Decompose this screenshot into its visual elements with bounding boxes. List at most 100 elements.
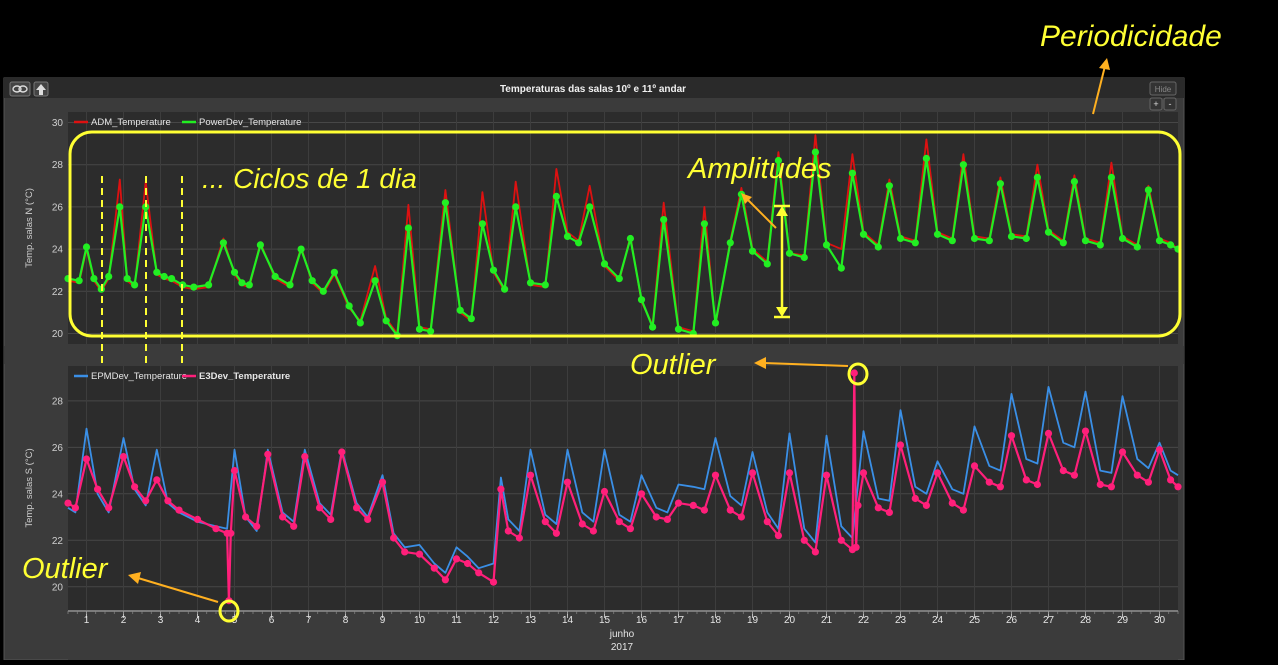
x-tick-label: 21	[821, 615, 833, 626]
top-legend-label-0: ADM_Temperature	[91, 117, 171, 128]
bottom-series-point-1	[674, 499, 683, 507]
x-tick-label: 22	[858, 615, 870, 626]
top-series-point-1	[123, 275, 131, 283]
x-tick-label: 14	[562, 615, 574, 626]
bottom-series-point-1	[119, 453, 128, 461]
bottom-series-point-1	[933, 469, 942, 477]
bottom-series-point-1	[1144, 478, 1152, 486]
top-series-point-1	[371, 277, 379, 285]
top-y-tick-label: 20	[52, 329, 64, 340]
bottom-series-point-1	[885, 508, 894, 516]
link-icon[interactable]	[9, 81, 31, 97]
annotation-periodicidade: Periodicidade	[1040, 20, 1222, 53]
top-series-point-1	[552, 192, 561, 200]
bottom-series-point-1	[153, 476, 161, 484]
bottom-series-point-1	[390, 534, 398, 542]
bottom-series-point-1	[652, 513, 660, 521]
periodicity-box	[68, 130, 1182, 338]
top-y-tick-label: 30	[52, 118, 64, 129]
bottom-series-point-1	[327, 515, 335, 524]
bottom-series-point-1	[193, 515, 202, 524]
bottom-series-point-1	[774, 532, 783, 540]
bottom-series-point-1	[1096, 480, 1104, 489]
bottom-series-point-1	[290, 522, 298, 530]
bottom-series-point-1	[1174, 483, 1182, 491]
bottom-series-point-1	[896, 441, 905, 449]
top-series-point-1	[1059, 239, 1067, 247]
bottom-series-point-1	[301, 453, 309, 461]
top-series-point-1	[1081, 237, 1090, 245]
bottom-series-point-1	[1081, 427, 1090, 435]
zoom-out-button[interactable]: -	[1163, 97, 1177, 111]
top-series-point-1	[1007, 232, 1016, 240]
x-tick-label: 15	[599, 615, 611, 626]
x-tick-label: 10	[414, 615, 426, 626]
bottom-series-point-1	[1107, 483, 1115, 491]
top-series-point-1	[837, 264, 845, 272]
top-series-point-1	[526, 279, 535, 287]
x-axis-band	[68, 610, 1178, 660]
arrow-up-icon[interactable]	[33, 81, 49, 97]
bottom-series-point-1	[541, 518, 549, 526]
bottom-series-point-1	[212, 525, 220, 533]
top-series-point-1	[848, 169, 857, 177]
x-tick-label: 17	[673, 615, 685, 626]
bottom-series-point-1	[1007, 432, 1016, 440]
annotation-ciclos: ... Ciclos de 1 dia	[202, 163, 417, 194]
top-series-point-1	[600, 260, 609, 268]
x-axis: 1 2 3 4 5 6 7 8 9 10 11 12 13 14 15 16 17 18 19 20 21 22 23 24 2…	[67, 610, 1179, 660]
top-series-point-1	[959, 161, 968, 169]
x-tick-label: 18	[710, 615, 722, 626]
bottom-y-tick-label: 20	[52, 582, 64, 593]
top-series-point-1	[1144, 186, 1152, 194]
top-series-point-1	[1155, 237, 1164, 245]
bottom-series-point-1	[430, 564, 438, 572]
bottom-plot-background	[68, 366, 1178, 610]
top-series-point-1	[711, 319, 720, 327]
top-series-point-1	[922, 154, 931, 162]
top-y-tick-label: 26	[52, 202, 64, 213]
top-series-point-1	[467, 315, 475, 323]
top-series-point-1	[563, 232, 572, 240]
bottom-y-axis: 20 22 24 26 28 Temp. salas S (°C)	[24, 396, 63, 593]
top-series-point-1	[774, 156, 783, 165]
top-series-point-1	[382, 317, 390, 325]
bottom-series-point-1	[1059, 467, 1067, 475]
bottom-series-point-1	[811, 548, 820, 556]
bottom-series-point-1	[441, 576, 449, 584]
top-y-axis: 20 22 24 26 28 30 Temp. salas N (°C)	[24, 118, 63, 340]
top-series-point-1	[785, 249, 794, 257]
bottom-series-point-1	[264, 450, 272, 458]
bottom-series-point-1	[105, 504, 113, 512]
top-series-point-1	[859, 230, 868, 238]
top-series-point-1	[427, 327, 435, 335]
top-series-point-1	[219, 239, 227, 247]
bottom-y-tick-label: 22	[52, 536, 64, 547]
bottom-series-point-1	[253, 522, 261, 530]
bottom-series-point-1	[131, 483, 139, 491]
panel-separator	[4, 346, 1184, 364]
hide-button[interactable]: Hide	[1149, 81, 1177, 96]
top-series-point-1	[256, 241, 264, 249]
zoom-in-button[interactable]: +	[1149, 97, 1163, 111]
window-title: Temperaturas das salas 10º e 11º andar	[500, 84, 686, 95]
bottom-series-point-1	[316, 504, 324, 512]
top-series-point-1	[205, 281, 213, 289]
bottom-series-point-1	[279, 513, 287, 521]
top-y-tick-label: 24	[52, 245, 64, 256]
bottom-series-point-1	[911, 494, 919, 503]
bottom-series-point-1	[1118, 448, 1127, 456]
top-series-point-1	[308, 277, 316, 285]
hide-label: Hide	[1155, 85, 1172, 94]
bottom-series-point-1	[874, 504, 882, 512]
bottom-series-point-1	[164, 497, 172, 505]
bottom-series-point-1	[82, 455, 91, 463]
top-series-point-1	[615, 275, 623, 283]
bottom-y-tick-label: 28	[52, 396, 64, 407]
bottom-series-point-1	[504, 527, 512, 535]
bottom-series-point-1	[489, 578, 498, 586]
zoom-out-label: -	[1169, 99, 1172, 109]
top-series-point-1	[441, 199, 449, 207]
